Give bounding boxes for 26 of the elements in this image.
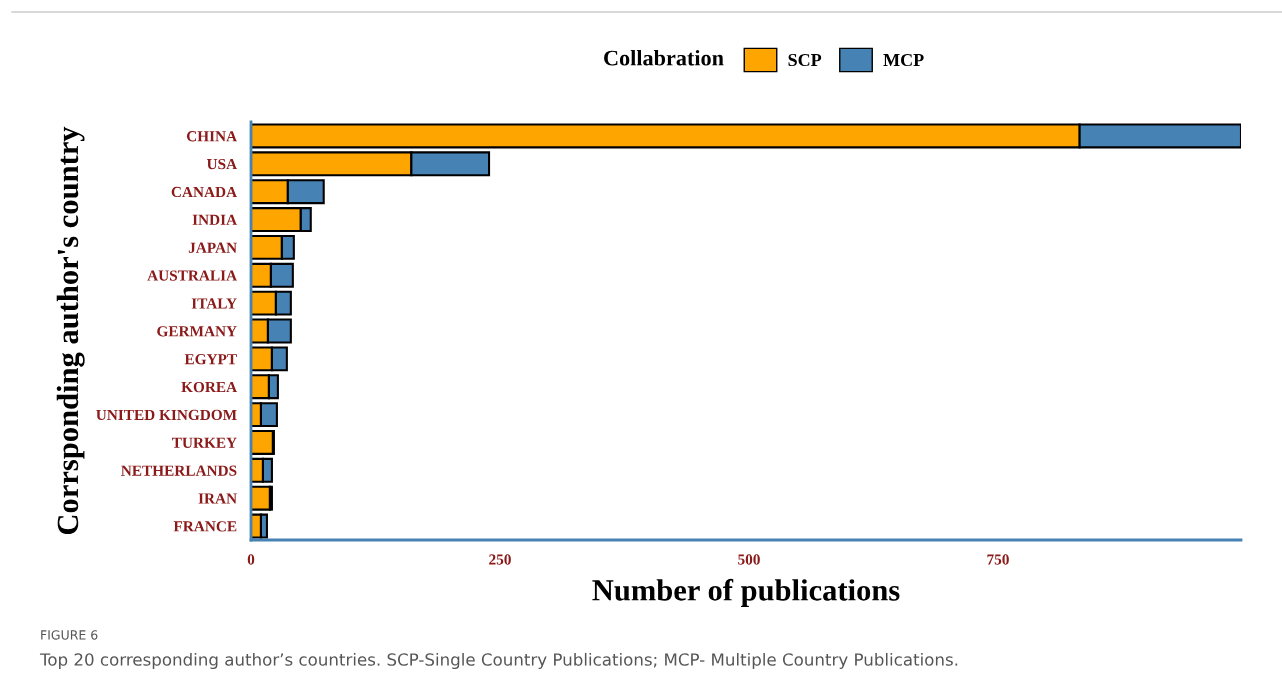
x-axis-title: Number of publications — [592, 578, 900, 607]
y-tick-label: JAPAN — [188, 242, 237, 253]
y-tick-label: CHINA — [186, 131, 237, 142]
x-tick-label: 0 — [247, 554, 255, 565]
y-tick-label: UNITED KINGDOM — [96, 409, 237, 421]
y-tick-label: IRAN — [198, 493, 237, 504]
y-tick-label: NETHERLANDS — [121, 465, 237, 476]
y-axis-title: Corrsponding author's country — [56, 126, 85, 535]
x-tick-label: 750 — [987, 554, 1009, 565]
legend-label: MCP — [883, 53, 924, 67]
y-tick-label: EGYPT — [184, 354, 237, 365]
y-tick-label: GERMANY — [157, 326, 237, 337]
y-tick-label: AUSTRALIA — [147, 270, 237, 281]
text: Top 20 corresponding author’s countries. SCP-Single Country Publications; MCP- Multiple Country Publications. — [39, 652, 958, 670]
y-tick-label: KOREA — [181, 381, 237, 393]
legend-label: SCP — [788, 53, 822, 67]
y-tick-label: USA — [206, 158, 237, 170]
caption: FIGURE 6 — [41, 630, 98, 640]
legend-title: Collabration — [604, 49, 724, 66]
x-tick-label: 500 — [738, 554, 760, 565]
x-tick-label: 250 — [489, 554, 511, 565]
y-tick-label: CANADA — [171, 186, 237, 198]
y-tick-label: ITALY — [191, 298, 237, 309]
y-tick-label: TURKEY — [171, 437, 237, 448]
y-tick-label: FRANCE — [173, 521, 237, 532]
y-tick-label: INDIA — [192, 214, 237, 225]
